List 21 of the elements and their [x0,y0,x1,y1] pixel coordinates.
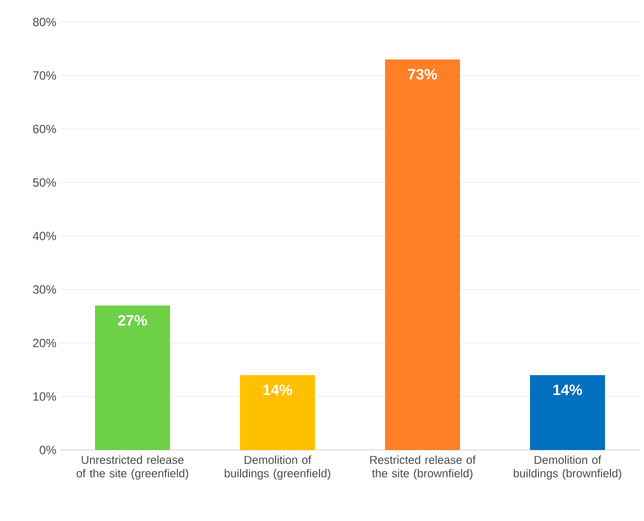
y-tick-label: 80% [33,18,56,26]
x-tick-label: Unrestricted release of the site (greenfield) [76,456,188,480]
data-label: 27% [118,315,148,326]
bar [385,59,460,450]
x-tick-label: Demolition of buildings (brownfield) [514,456,622,480]
data-label: 14% [553,384,582,396]
y-tick-label: 40% [32,232,56,240]
y-tick-label: 10% [33,392,56,401]
y-tick-label: 0% [40,446,56,454]
y-tick-label: 50% [33,178,56,187]
y-tick-label: 20% [33,338,56,348]
data-label: 14% [263,384,292,396]
y-tick-label: 70% [33,71,56,80]
x-tick-label: Demolition of buildings (greenfield) [224,456,330,480]
data-label: 73% [408,68,438,80]
y-tick-label: 30% [33,285,56,294]
bar [240,375,316,450]
y-tick-label: 60% [33,124,56,134]
bar [95,306,170,450]
x-tick-label: Restricted release of the site (brownfield) [370,456,476,480]
bar [530,375,606,450]
